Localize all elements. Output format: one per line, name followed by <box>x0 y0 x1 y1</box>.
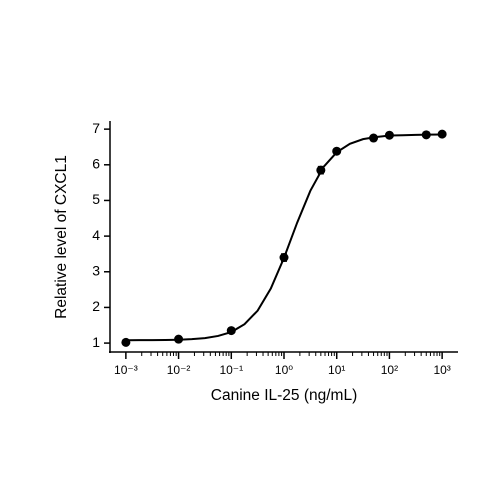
data-point <box>174 334 184 344</box>
data-point <box>332 146 342 156</box>
data-point <box>437 129 447 139</box>
y-tick-label: 3 <box>92 262 100 278</box>
x-tick-label: 10⁻³ <box>114 363 138 377</box>
data-point <box>384 130 394 140</box>
x-tick-label: 10⁰ <box>275 363 293 377</box>
data-point <box>369 133 379 143</box>
data-point <box>226 326 236 336</box>
fit-curve <box>125 133 443 342</box>
y-tick-label: 4 <box>92 227 100 243</box>
y-tick-label: 2 <box>92 298 100 314</box>
x-tick-label: 10⁻² <box>167 363 191 377</box>
data-point <box>279 253 289 263</box>
data-point <box>121 337 131 347</box>
y-tick-label: 7 <box>92 120 100 136</box>
data-point <box>316 165 326 175</box>
y-axis-label: Relative level of CXCL1 <box>53 155 70 319</box>
x-tick-label: 10² <box>381 363 398 377</box>
y-tick-label: 6 <box>92 155 100 171</box>
y-tick-label: 5 <box>92 191 100 207</box>
x-tick-label: 10⁻¹ <box>219 363 243 377</box>
data-point <box>421 130 431 140</box>
x-tick-label: 10¹ <box>328 363 345 377</box>
x-axis-label: Canine IL-25 (ng/mL) <box>211 387 357 404</box>
y-tick-label: 1 <box>92 334 100 350</box>
x-tick-label: 10³ <box>433 363 450 377</box>
